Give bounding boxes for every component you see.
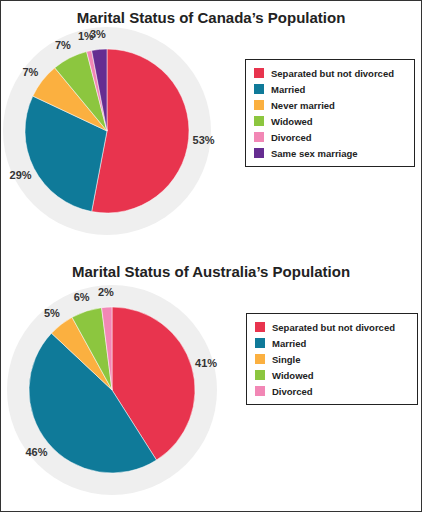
html-text:Divorced: Divorced [271,131,312,143]
html-text:Separated but not divorced: Separated but not divorced [272,321,395,333]
svg-text:53%: 53% [193,134,215,146]
svg-text:1%: 1% [77,30,94,43]
html-text:Married: Married [271,83,306,95]
svg-text:29%: 29% [10,169,32,181]
html-text:Separated but not divorced: Separated but not divorced [271,67,394,79]
html-text:Widowed: Widowed [272,369,314,381]
html-text:Same sex marriage: Same sex marriage [271,147,358,159]
html-text:Never married: Never married [271,99,335,111]
html-text:Single: Single [272,353,301,365]
html-text:Marital Status of Canada’s Pop: Marital Status of Canada’s Population [76,9,346,26]
html-text:Married: Married [272,337,307,349]
html-text:Divorced: Divorced [272,385,313,397]
svg-text:2%: 2% [98,286,114,298]
svg-text:7%: 7% [22,66,38,78]
svg-text:7%: 7% [55,39,71,51]
svg-text:6%: 6% [74,291,90,303]
html-text:Marital Status of Australia’s: Marital Status of Australia’s Population [72,263,350,280]
svg-text:3%: 3% [90,28,106,40]
svg-text:41%: 41% [195,357,217,369]
svg-text:5%: 5% [44,307,60,319]
html-text:Widowed: Widowed [271,115,313,127]
svg-text:46%: 46% [25,446,47,458]
